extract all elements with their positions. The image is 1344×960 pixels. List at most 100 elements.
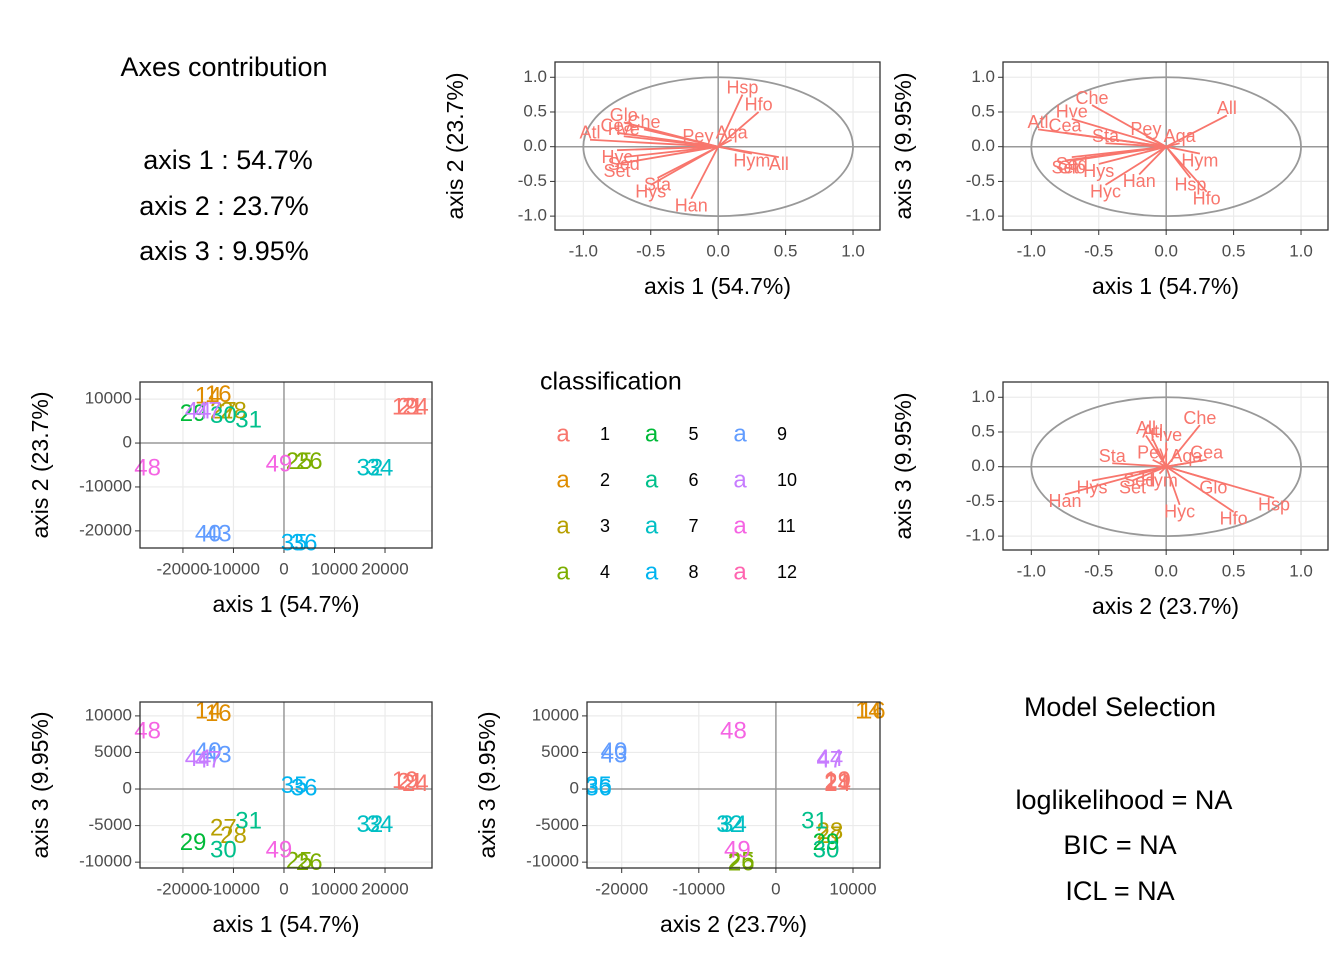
variable-label: All bbox=[1136, 418, 1156, 438]
loading-arrow bbox=[1165, 465, 1214, 482]
loading-arrow bbox=[1064, 131, 1167, 148]
point-label: 19 bbox=[824, 767, 851, 794]
point-label: 34 bbox=[367, 811, 394, 838]
legend-label: 4 bbox=[600, 562, 610, 582]
plot-border bbox=[554, 61, 881, 231]
variable-label: Hfo bbox=[745, 95, 773, 115]
variable-label: Sed bbox=[1123, 470, 1155, 490]
variable-label: Atl bbox=[580, 123, 601, 143]
variable-label: Set bbox=[1052, 157, 1079, 177]
loading-arrow bbox=[717, 111, 760, 148]
loading-arrow bbox=[690, 146, 719, 200]
point-label: 35 bbox=[281, 772, 308, 799]
point-label: 28 bbox=[817, 818, 844, 845]
point-label: 25 bbox=[728, 847, 755, 874]
point-label: 26 bbox=[296, 849, 323, 876]
panel-title: Axes contribution bbox=[120, 52, 327, 82]
y-tick-label: -5000 bbox=[89, 815, 132, 834]
point-label: 31 bbox=[235, 807, 262, 834]
point-label: 36 bbox=[585, 774, 612, 801]
plot-border bbox=[586, 701, 881, 869]
point-label: 28 bbox=[220, 398, 247, 425]
point-label: 43 bbox=[205, 521, 232, 548]
contribution-line: axis 2 : 23.7% bbox=[139, 191, 309, 221]
loading-arrow bbox=[623, 145, 719, 159]
point-label: 47 bbox=[817, 747, 844, 774]
legend-key: a bbox=[556, 420, 570, 447]
y-tick-label: 5000 bbox=[541, 742, 579, 761]
point-label: 29 bbox=[180, 829, 207, 856]
panel: -1.0 -0.5 0.0 0.5 1.0 -1.0 -0.5 0.0 0.5 1.0 axis 2… bbox=[890, 381, 1329, 619]
variable-label: Han bbox=[1049, 491, 1082, 511]
y-axis-title: axis 3 (9.95%) bbox=[474, 711, 500, 858]
y-tick-label: -0.5 bbox=[518, 171, 547, 190]
y-tick-label: 0.5 bbox=[523, 101, 547, 120]
loading-arrow bbox=[1151, 438, 1167, 468]
plot-background bbox=[140, 382, 432, 548]
legend-key: a bbox=[556, 466, 570, 493]
variable-label: Sta bbox=[1099, 446, 1127, 466]
point-label: 49 bbox=[266, 837, 293, 864]
x-tick-label: -10000 bbox=[207, 559, 260, 578]
point-label: 29 bbox=[180, 400, 207, 427]
variable-label: Glo bbox=[1199, 477, 1227, 497]
loading-arrow bbox=[1165, 146, 1208, 193]
x-tick-label: -20000 bbox=[595, 879, 648, 898]
loading-arrow bbox=[717, 94, 744, 148]
x-tick-label: 10000 bbox=[829, 879, 876, 898]
unit-circle bbox=[582, 76, 854, 218]
variable-label: Hsp bbox=[726, 77, 758, 97]
variable-label: Atl bbox=[1028, 112, 1049, 132]
y-tick-label: 1.0 bbox=[523, 67, 547, 86]
legend-key: a bbox=[733, 512, 747, 539]
legend-label: 5 bbox=[689, 424, 699, 444]
legend-key: a bbox=[556, 558, 570, 585]
loading-arrow bbox=[1165, 145, 1201, 155]
loading-arrow bbox=[590, 138, 719, 148]
y-tick-label: 0.5 bbox=[971, 421, 995, 440]
contribution-line: axis 1 : 54.7% bbox=[143, 145, 313, 175]
variable-label: Hyc bbox=[602, 147, 633, 167]
legend-key: a bbox=[733, 466, 747, 493]
variable-label: Atl bbox=[1142, 422, 1163, 442]
x-tick-label: 20000 bbox=[361, 879, 408, 898]
y-tick-label: 0.0 bbox=[971, 456, 995, 475]
variable-label: Glo bbox=[610, 105, 638, 125]
point-label: 47 bbox=[195, 398, 222, 425]
y-tick-label: 10000 bbox=[85, 705, 132, 724]
panel: -20000-10000 0 10000 20000-20000-1000001000… bbox=[27, 381, 433, 617]
legend-label: 6 bbox=[689, 470, 699, 490]
point-label: 30 bbox=[813, 837, 840, 864]
x-axis-title: axis 2 (23.7%) bbox=[660, 911, 807, 937]
legend-label: 2 bbox=[600, 470, 610, 490]
point-label: 27 bbox=[210, 398, 237, 425]
point-label: 29 bbox=[813, 829, 840, 856]
variable-label: Aqa bbox=[1164, 126, 1197, 146]
variable-label: Set bbox=[604, 161, 631, 181]
y-axis-title: axis 3 (9.95%) bbox=[890, 72, 916, 219]
loading-arrow bbox=[717, 138, 733, 148]
model-line: BIC = NA bbox=[1063, 830, 1176, 860]
y-tick-label: -10000 bbox=[526, 852, 579, 871]
point-label: 16 bbox=[205, 700, 232, 727]
panel: -1.0 -0.5 0.0 0.5 1.0 -1.0 -0.5 0.0 0.5 1.0 axis 1… bbox=[890, 61, 1329, 299]
loading-arrow bbox=[1112, 462, 1167, 468]
point-label: 14 bbox=[195, 382, 222, 409]
point-label: 24 bbox=[824, 770, 851, 797]
variable-label: Pey bbox=[1130, 119, 1161, 139]
legend-label: 9 bbox=[777, 424, 787, 444]
y-tick-label: -0.5 bbox=[966, 491, 995, 510]
variable-label: Che bbox=[627, 112, 660, 132]
point-label: 34 bbox=[720, 811, 747, 838]
x-tick-label: -10000 bbox=[207, 879, 260, 898]
y-tick-label: 0 bbox=[123, 433, 132, 452]
point-label: 49 bbox=[724, 837, 751, 864]
point-label: 44 bbox=[817, 745, 844, 772]
x-tick-label: -0.5 bbox=[636, 241, 665, 260]
legend-label: 1 bbox=[600, 424, 610, 444]
point-label: 19 bbox=[392, 767, 419, 794]
legend-label: 3 bbox=[600, 516, 610, 536]
y-tick-label: 5000 bbox=[94, 742, 132, 761]
y-tick-label: -20000 bbox=[79, 520, 132, 539]
